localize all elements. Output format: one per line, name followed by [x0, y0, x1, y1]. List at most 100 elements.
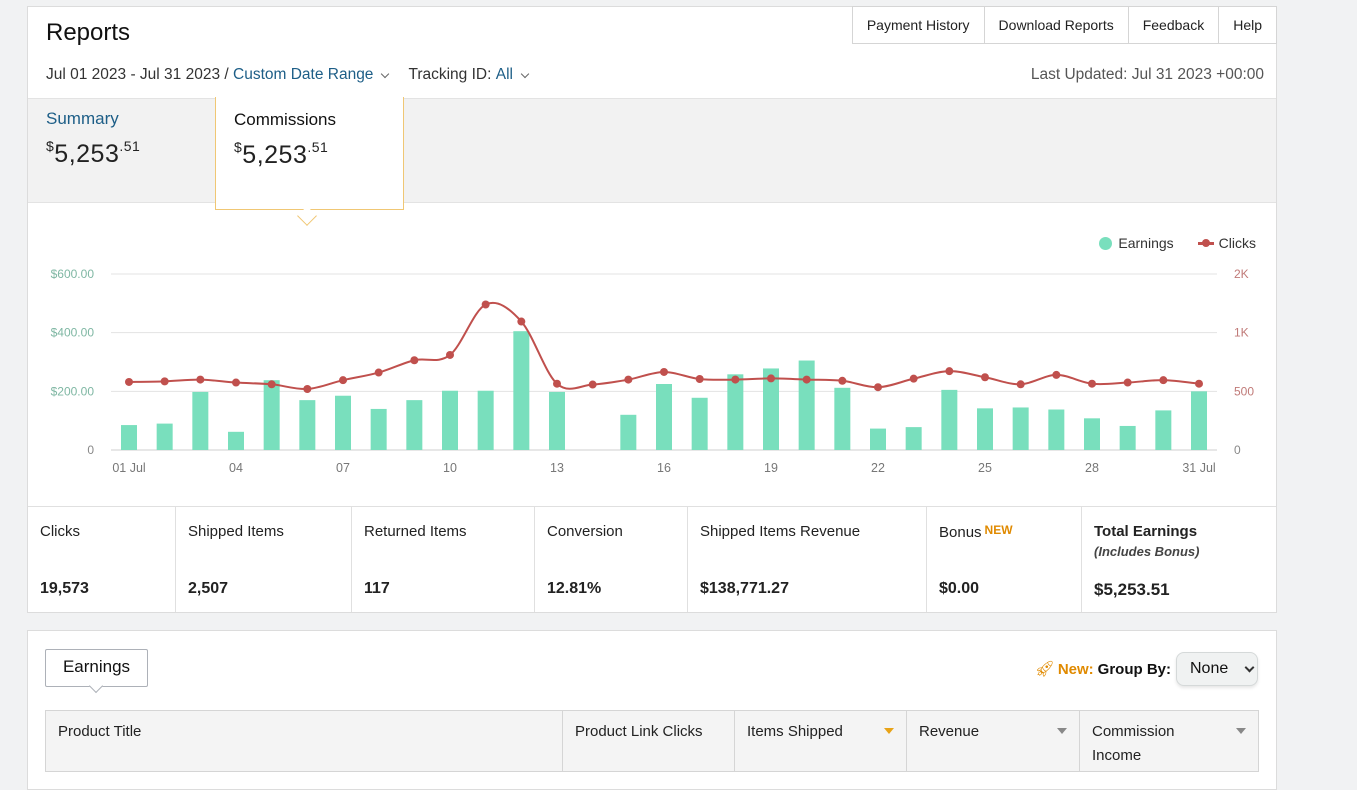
metric-label: Shipped Items	[188, 523, 284, 540]
clicks-point	[232, 378, 240, 387]
earnings-table-card: Earnings 🚀︎ New: Group By: None Product …	[27, 630, 1277, 790]
page-title: Reports	[46, 19, 131, 46]
x-tick-label: 31 Jul	[1182, 461, 1215, 475]
commissions-label: Commissions	[234, 110, 337, 129]
metric-label: Shipped Items Revenue	[700, 523, 861, 540]
clicks-point	[660, 367, 668, 376]
earnings-bar	[335, 395, 351, 450]
metric-bonus: Bonus NEW $0.00	[927, 507, 1082, 612]
x-tick-label: 07	[336, 461, 350, 475]
metric-conversion: Conversion 12.81%	[535, 507, 688, 612]
metric-sublabel: (Includes Bonus)	[1094, 544, 1200, 559]
earnings-bar	[656, 384, 672, 450]
help-link[interactable]: Help	[1218, 7, 1276, 43]
earnings-bar	[370, 408, 387, 450]
group-by-select[interactable]: None	[1176, 652, 1258, 686]
summary-tab[interactable]: Summary $5,253.51	[46, 109, 140, 169]
sort-arrow-icon[interactable]	[884, 728, 894, 734]
x-tick-label: 16	[657, 461, 671, 475]
clicks-point	[624, 375, 633, 384]
legend-earnings[interactable]: Earnings	[1118, 235, 1174, 251]
earnings-bar	[977, 408, 993, 450]
metric-shipped-items: Shipped Items 2,507	[176, 507, 352, 612]
column-commission-income[interactable]: Commission Income	[1080, 711, 1258, 771]
download-reports-link[interactable]: Download Reports	[983, 7, 1128, 43]
custom-date-range-dropdown[interactable]: Custom Date Range	[233, 66, 374, 83]
metric-label: Clicks	[40, 523, 80, 540]
metric-value: $0.00	[939, 580, 980, 597]
x-tick-label: 19	[764, 461, 778, 475]
earnings-bar	[156, 423, 173, 450]
x-tick-label: 04	[229, 461, 243, 475]
tracking-id-dropdown[interactable]: All	[495, 66, 513, 83]
metric-shipped-revenue: Shipped Items Revenue $138,771.27	[688, 507, 927, 612]
metric-label: Returned Items	[364, 523, 467, 540]
tracking-id-label: Tracking ID:	[408, 66, 492, 83]
earnings-bar	[763, 368, 779, 450]
clicks-point	[1016, 380, 1025, 389]
clicks-point	[446, 350, 454, 359]
x-tick-label: 01 Jul	[112, 461, 145, 475]
x-tick-label: 25	[978, 461, 992, 475]
y-left-tick-label: $400.00	[51, 326, 95, 340]
earnings-bar	[1084, 418, 1100, 450]
column-items-shipped[interactable]: Items Shipped	[735, 711, 907, 771]
clicks-point	[874, 383, 882, 392]
x-tick-label: 13	[550, 461, 564, 475]
clicks-point	[945, 367, 954, 376]
new-badge: NEW	[984, 523, 1013, 537]
chevron-down-icon	[1244, 662, 1255, 673]
clicks-point	[410, 356, 419, 365]
clicks-point	[731, 375, 740, 384]
commissions-value: $5,253.51	[234, 139, 329, 169]
summary-value: $5,253.51	[46, 138, 141, 168]
earnings-bar	[941, 389, 958, 450]
metrics-row: Clicks 19,573 Shipped Items 2,507 Return…	[28, 506, 1276, 612]
reports-card: Reports Payment History Download Reports…	[27, 6, 1277, 613]
earnings-bar	[442, 390, 458, 450]
earnings-legend-marker	[1099, 236, 1113, 250]
earnings-bar	[549, 391, 565, 450]
feedback-link[interactable]: Feedback	[1127, 7, 1218, 43]
earnings-bar	[406, 400, 423, 450]
y-right-tick-label: 500	[1234, 384, 1254, 398]
clicks-point	[767, 374, 775, 383]
column-product-title[interactable]: Product Title	[46, 711, 563, 771]
column-revenue[interactable]: Revenue	[907, 711, 1080, 771]
summary-label: Summary	[46, 109, 119, 128]
y-left-tick-label: $600.00	[51, 267, 95, 281]
clicks-point	[1123, 378, 1132, 387]
sort-arrow-icon[interactable]	[1236, 728, 1246, 734]
clicks-point	[802, 375, 811, 384]
clicks-point	[160, 377, 169, 386]
metric-value: 117	[364, 580, 390, 597]
clicks-point	[553, 379, 561, 388]
earnings-bar	[1048, 409, 1065, 450]
clicks-legend-marker	[1197, 238, 1214, 247]
clicks-point	[339, 376, 347, 385]
earnings-bar	[691, 397, 708, 450]
clicks-line	[128, 301, 1200, 391]
metric-clicks: Clicks 19,573	[28, 507, 176, 612]
table-header: Product Title Product Link Clicks Items …	[45, 710, 1259, 772]
y-right-tick-label: 2K	[1234, 267, 1249, 281]
earnings-bar	[727, 374, 744, 450]
rocket-icon: 🚀︎	[1034, 661, 1055, 678]
payment-history-link[interactable]: Payment History	[866, 17, 970, 33]
filter-row: Jul 01 2023 - Jul 31 2023 / Custom Date …	[46, 66, 548, 84]
sort-arrow-icon[interactable]	[1057, 728, 1067, 734]
metric-value: 19,573	[40, 580, 89, 597]
column-product-link-clicks[interactable]: Product Link Clicks	[563, 711, 735, 771]
last-updated: Last Updated: Jul 31 2023 +00:00	[1030, 66, 1264, 83]
commissions-tab[interactable]: Commissions $5,253.51	[215, 97, 404, 210]
earnings-bar	[1191, 391, 1207, 450]
metric-returned-items: Returned Items 117	[352, 507, 535, 612]
earnings-bar	[620, 414, 637, 450]
earnings-bar	[1119, 425, 1136, 450]
clicks-point	[1052, 370, 1061, 379]
earnings-bar	[192, 391, 209, 450]
metric-label: Conversion	[547, 523, 623, 540]
legend-clicks[interactable]: Clicks	[1218, 235, 1256, 251]
earnings-bar	[870, 428, 886, 450]
metric-label: Bonus NEW	[939, 523, 1013, 541]
